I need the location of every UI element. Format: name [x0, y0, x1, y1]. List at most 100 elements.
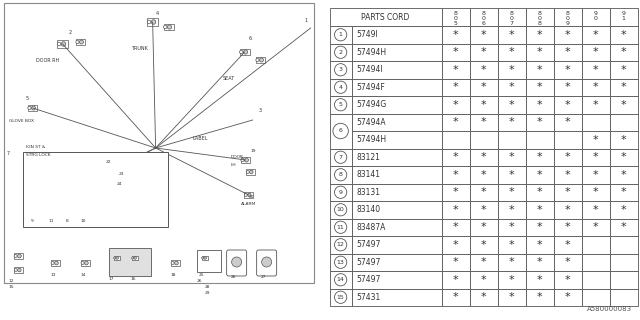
Bar — [554, 26, 582, 44]
Bar — [470, 236, 498, 253]
Bar — [498, 114, 525, 131]
Text: 10: 10 — [81, 219, 86, 223]
Text: 11: 11 — [49, 219, 54, 223]
Bar — [330, 78, 351, 96]
Bar — [554, 114, 582, 131]
Bar — [330, 96, 351, 114]
Bar — [498, 148, 525, 166]
Bar — [22, 152, 168, 227]
Text: *: * — [453, 170, 458, 180]
Bar — [554, 289, 582, 306]
Circle shape — [28, 106, 31, 109]
Bar — [442, 183, 470, 201]
Circle shape — [17, 254, 21, 258]
Text: *: * — [621, 100, 627, 110]
Bar — [554, 183, 582, 201]
Circle shape — [79, 40, 83, 44]
Text: *: * — [453, 30, 458, 40]
Bar — [147, 18, 158, 26]
Text: 8: 8 — [454, 11, 458, 16]
Circle shape — [335, 256, 347, 268]
Bar — [330, 166, 351, 183]
Text: 5: 5 — [339, 102, 342, 107]
Text: 57494H: 57494H — [356, 135, 387, 144]
Text: 18: 18 — [171, 273, 176, 277]
Bar — [351, 183, 442, 201]
Bar — [15, 267, 23, 273]
Text: *: * — [565, 170, 570, 180]
Bar — [470, 201, 498, 219]
Bar — [610, 166, 637, 183]
FancyBboxPatch shape — [227, 250, 246, 276]
Bar — [470, 26, 498, 44]
Text: 0: 0 — [566, 16, 570, 21]
Text: *: * — [593, 30, 598, 40]
Text: 27: 27 — [260, 275, 266, 279]
Bar — [498, 166, 525, 183]
Bar — [470, 78, 498, 96]
Text: *: * — [453, 65, 458, 75]
Text: 0: 0 — [482, 16, 486, 21]
Circle shape — [151, 20, 156, 24]
Bar — [442, 26, 470, 44]
Circle shape — [54, 261, 58, 265]
Circle shape — [31, 106, 35, 110]
Text: *: * — [481, 47, 486, 57]
Circle shape — [333, 123, 348, 139]
Bar — [246, 169, 255, 175]
Bar — [582, 114, 610, 131]
Text: 8: 8 — [509, 11, 513, 16]
Text: *: * — [593, 135, 598, 145]
Text: 23: 23 — [118, 172, 124, 176]
Bar — [57, 40, 68, 48]
Text: *: * — [621, 152, 627, 162]
Text: *: * — [565, 30, 570, 40]
Bar — [4, 3, 314, 283]
Bar — [582, 166, 610, 183]
Bar — [442, 96, 470, 114]
Bar — [525, 44, 554, 61]
Circle shape — [95, 178, 99, 182]
Bar — [351, 148, 442, 166]
Circle shape — [335, 28, 347, 41]
Text: 17: 17 — [109, 277, 114, 281]
Bar — [256, 57, 266, 63]
Bar — [554, 219, 582, 236]
Text: 57494F: 57494F — [356, 83, 385, 92]
Text: 24: 24 — [116, 182, 122, 186]
Text: *: * — [537, 82, 543, 92]
Bar — [554, 201, 582, 219]
Text: 6: 6 — [248, 36, 252, 41]
Text: 7: 7 — [509, 21, 514, 26]
Text: 12: 12 — [337, 242, 344, 247]
Bar — [244, 192, 253, 198]
Circle shape — [14, 254, 17, 258]
Text: *: * — [481, 30, 486, 40]
Bar — [582, 148, 610, 166]
Text: 1: 1 — [339, 32, 342, 37]
Bar — [498, 271, 525, 289]
Bar — [330, 271, 351, 289]
Bar — [498, 44, 525, 61]
Bar — [470, 183, 498, 201]
Text: *: * — [565, 82, 570, 92]
Text: *: * — [453, 117, 458, 127]
Text: *: * — [481, 275, 486, 285]
Bar — [470, 61, 498, 78]
Text: *: * — [565, 117, 570, 127]
Bar — [351, 96, 442, 114]
Text: *: * — [481, 82, 486, 92]
Text: *: * — [621, 205, 627, 215]
Text: *: * — [565, 152, 570, 162]
Bar — [132, 256, 138, 260]
Text: *: * — [537, 292, 543, 302]
Text: 8: 8 — [66, 219, 68, 223]
Text: 83121: 83121 — [356, 153, 381, 162]
Text: 3: 3 — [259, 108, 262, 113]
Text: 22: 22 — [106, 160, 111, 164]
Bar — [582, 183, 610, 201]
Text: 13: 13 — [51, 273, 56, 277]
Bar — [525, 114, 554, 131]
Text: *: * — [593, 82, 598, 92]
Circle shape — [17, 268, 21, 272]
